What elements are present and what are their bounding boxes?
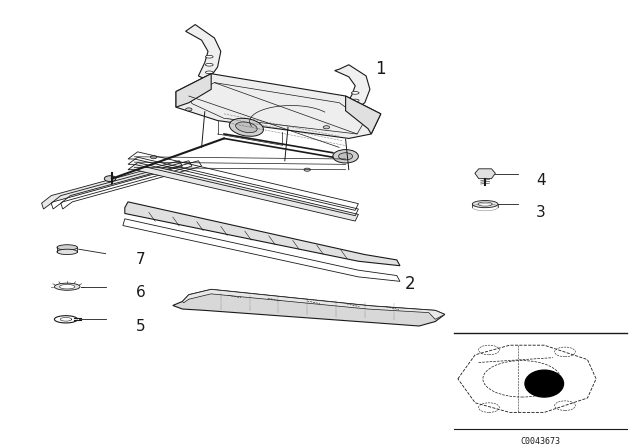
Polygon shape xyxy=(346,96,381,134)
Polygon shape xyxy=(42,161,182,209)
Polygon shape xyxy=(335,65,370,109)
Ellipse shape xyxy=(104,176,116,181)
Polygon shape xyxy=(182,289,445,319)
Ellipse shape xyxy=(205,64,213,66)
Ellipse shape xyxy=(351,106,359,108)
Ellipse shape xyxy=(351,91,359,94)
Polygon shape xyxy=(173,289,445,326)
Ellipse shape xyxy=(478,202,492,206)
Circle shape xyxy=(525,370,564,397)
Ellipse shape xyxy=(304,168,310,171)
Polygon shape xyxy=(128,163,358,221)
Ellipse shape xyxy=(236,122,257,133)
Polygon shape xyxy=(125,202,400,266)
Ellipse shape xyxy=(229,118,264,136)
Text: 2: 2 xyxy=(404,275,415,293)
Ellipse shape xyxy=(323,126,330,129)
Polygon shape xyxy=(176,73,211,107)
Ellipse shape xyxy=(186,108,192,111)
Ellipse shape xyxy=(57,245,77,250)
Text: 1: 1 xyxy=(376,60,386,78)
Polygon shape xyxy=(176,73,381,138)
Text: 7: 7 xyxy=(136,251,146,267)
Text: 3: 3 xyxy=(536,205,546,220)
Ellipse shape xyxy=(339,153,353,160)
Ellipse shape xyxy=(150,155,157,159)
Ellipse shape xyxy=(351,99,359,102)
Ellipse shape xyxy=(205,71,213,73)
Ellipse shape xyxy=(333,150,358,163)
Ellipse shape xyxy=(205,56,213,58)
Ellipse shape xyxy=(54,283,80,290)
Text: 6: 6 xyxy=(136,285,146,300)
Text: 4: 4 xyxy=(536,173,546,188)
Text: 5: 5 xyxy=(136,319,146,333)
Ellipse shape xyxy=(472,201,498,208)
Ellipse shape xyxy=(60,284,75,289)
Polygon shape xyxy=(186,25,221,80)
Ellipse shape xyxy=(57,249,77,254)
Polygon shape xyxy=(475,169,495,179)
Text: C0043673: C0043673 xyxy=(521,437,561,446)
